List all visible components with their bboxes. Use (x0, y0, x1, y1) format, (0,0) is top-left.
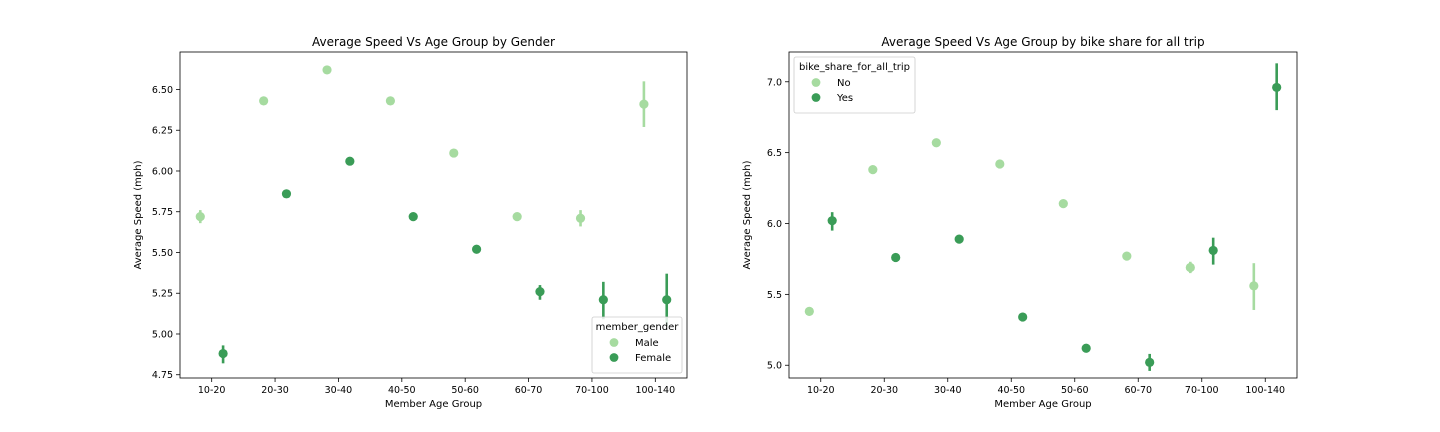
data-point (954, 234, 964, 244)
data-point (281, 189, 292, 199)
x-axis-label: Member Age Group (994, 399, 1091, 410)
y-tick-label: 5.25 (152, 289, 173, 300)
data-point (1081, 343, 1091, 353)
x-tick-label: 50-60 (451, 385, 479, 396)
data-point (891, 252, 901, 263)
x-tick-label: 40-50 (388, 385, 416, 396)
data-point (1145, 357, 1155, 368)
y-tick-label: 6.5 (767, 148, 782, 159)
legend-label: Female (635, 353, 671, 364)
x-tick-label: 10-20 (807, 385, 835, 396)
data-point (218, 348, 228, 359)
x-tick-label: 50-60 (1061, 385, 1089, 396)
y-axis-label: Average Speed (mph) (742, 160, 753, 269)
x-tick-label: 30-40 (934, 385, 962, 396)
y-tick-label: 6.25 (152, 126, 173, 137)
x-tick-label: 20-30 (870, 385, 898, 396)
y-tick-label: 5.0 (767, 361, 782, 372)
x-tick-label: 40-50 (997, 385, 1025, 396)
data-point (931, 138, 941, 148)
data-point (471, 244, 482, 254)
x-tick-label: 20-30 (261, 385, 289, 396)
y-tick-label: 7.0 (767, 77, 782, 88)
y-tick-label: 5.75 (152, 207, 173, 218)
chart-title: Average Speed Vs Age Group by bike share… (881, 35, 1204, 49)
data-point (995, 159, 1005, 169)
y-tick-label: 6.50 (152, 85, 173, 96)
data-point (662, 295, 672, 305)
data-point (598, 295, 608, 305)
data-point (345, 156, 355, 166)
legend: member_gender Male Female (591, 316, 683, 374)
legend-marker (811, 93, 821, 102)
data-point (1185, 262, 1195, 273)
legend-marker (609, 353, 619, 362)
chart-title: Average Speed Vs Age Group by Gender (312, 35, 555, 49)
legend-label: Yes (836, 93, 853, 104)
x-tick-label: 10-20 (198, 385, 226, 396)
legend-title: member_gender (596, 322, 680, 333)
data-point (1249, 281, 1259, 291)
data-point (512, 212, 522, 222)
y-tick-label: 6.00 (152, 166, 173, 177)
data-point (385, 96, 396, 106)
data-point (1058, 199, 1068, 209)
data-point (868, 165, 878, 175)
data-point (195, 212, 205, 222)
legend-label: Male (635, 338, 659, 349)
data-point (1018, 312, 1028, 322)
legend-title: bike_share_for_all_trip (799, 62, 910, 73)
y-tick-label: 5.00 (152, 329, 173, 340)
x-axis-label: Member Age Group (385, 399, 482, 410)
x-tick-label: 100-140 (635, 385, 675, 396)
legend-label: No (837, 78, 851, 89)
legend-marker (609, 338, 619, 347)
x-tick-label: 60-70 (1124, 385, 1152, 396)
data-point (449, 148, 459, 158)
data-point (639, 99, 649, 109)
legend: bike_share_for_all_trip No Yes (793, 56, 916, 114)
data-point (322, 65, 332, 75)
y-tick-label: 6.0 (767, 219, 782, 230)
legend-marker (811, 78, 821, 87)
data-point (804, 306, 814, 316)
y-tick-label: 4.75 (152, 370, 173, 381)
y-tick-label: 5.5 (767, 290, 782, 301)
y-tick-label: 5.50 (152, 248, 173, 259)
legend-box (793, 56, 916, 114)
data-point (1208, 245, 1218, 256)
chart-gender: Average Speed Vs Age Group by Gender 10-2… (133, 35, 688, 410)
x-tick-label: 70-100 (1185, 385, 1219, 396)
y-axis-label: Average Speed (mph) (133, 160, 144, 269)
data-point (535, 287, 545, 297)
data-point (408, 212, 418, 222)
chart-bike-share: Average Speed Vs Age Group by bike share… (742, 35, 1298, 410)
x-tick-label: 100-140 (1245, 385, 1285, 396)
data-point (259, 96, 269, 106)
data-point (827, 216, 837, 226)
x-tick-label: 30-40 (325, 385, 353, 396)
x-tick-label: 60-70 (515, 385, 543, 396)
data-point (1272, 82, 1282, 93)
data-point (1122, 251, 1132, 261)
plot-frame (788, 51, 1298, 379)
x-tick-label: 70-100 (575, 385, 609, 396)
plot-frame (179, 51, 688, 379)
data-point (575, 213, 586, 223)
